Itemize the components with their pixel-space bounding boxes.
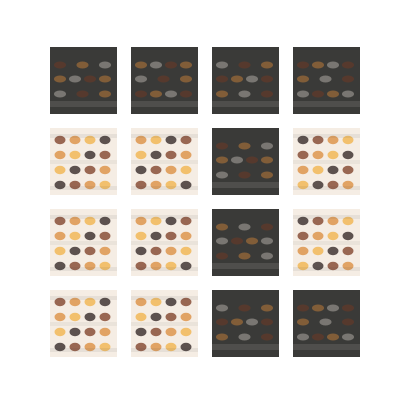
sample-image	[131, 128, 198, 195]
sample-tile-15	[212, 290, 279, 357]
sample-image	[293, 209, 360, 276]
sample-image	[293, 290, 360, 357]
sample-tile-9	[50, 209, 117, 276]
sample-image	[50, 47, 117, 114]
sample-tile-7	[212, 128, 279, 195]
sample-image	[50, 209, 117, 276]
sample-image	[131, 290, 198, 357]
sample-tile-6	[131, 128, 198, 195]
sample-image	[212, 209, 279, 276]
sample-image	[131, 209, 198, 276]
sample-tile-4	[293, 47, 360, 114]
sample-tile-11	[212, 209, 279, 276]
sample-image	[212, 47, 279, 114]
sample-tile-3	[212, 47, 279, 114]
sample-image	[131, 47, 198, 114]
sample-tile-2	[131, 47, 198, 114]
sample-image	[293, 128, 360, 195]
sample-image	[50, 128, 117, 195]
sample-tile-10	[131, 209, 198, 276]
sample-image	[293, 47, 360, 114]
sample-tile-5	[50, 128, 117, 195]
sample-tile-12	[293, 209, 360, 276]
sample-tile-13	[50, 290, 117, 357]
sample-tile-16	[293, 290, 360, 357]
sample-tile-1	[50, 47, 117, 114]
sample-image	[50, 290, 117, 357]
sample-image	[212, 128, 279, 195]
sample-tile-14	[131, 290, 198, 357]
sample-image	[212, 290, 279, 357]
generated-sample-grid	[50, 47, 362, 357]
sample-tile-8	[293, 128, 360, 195]
